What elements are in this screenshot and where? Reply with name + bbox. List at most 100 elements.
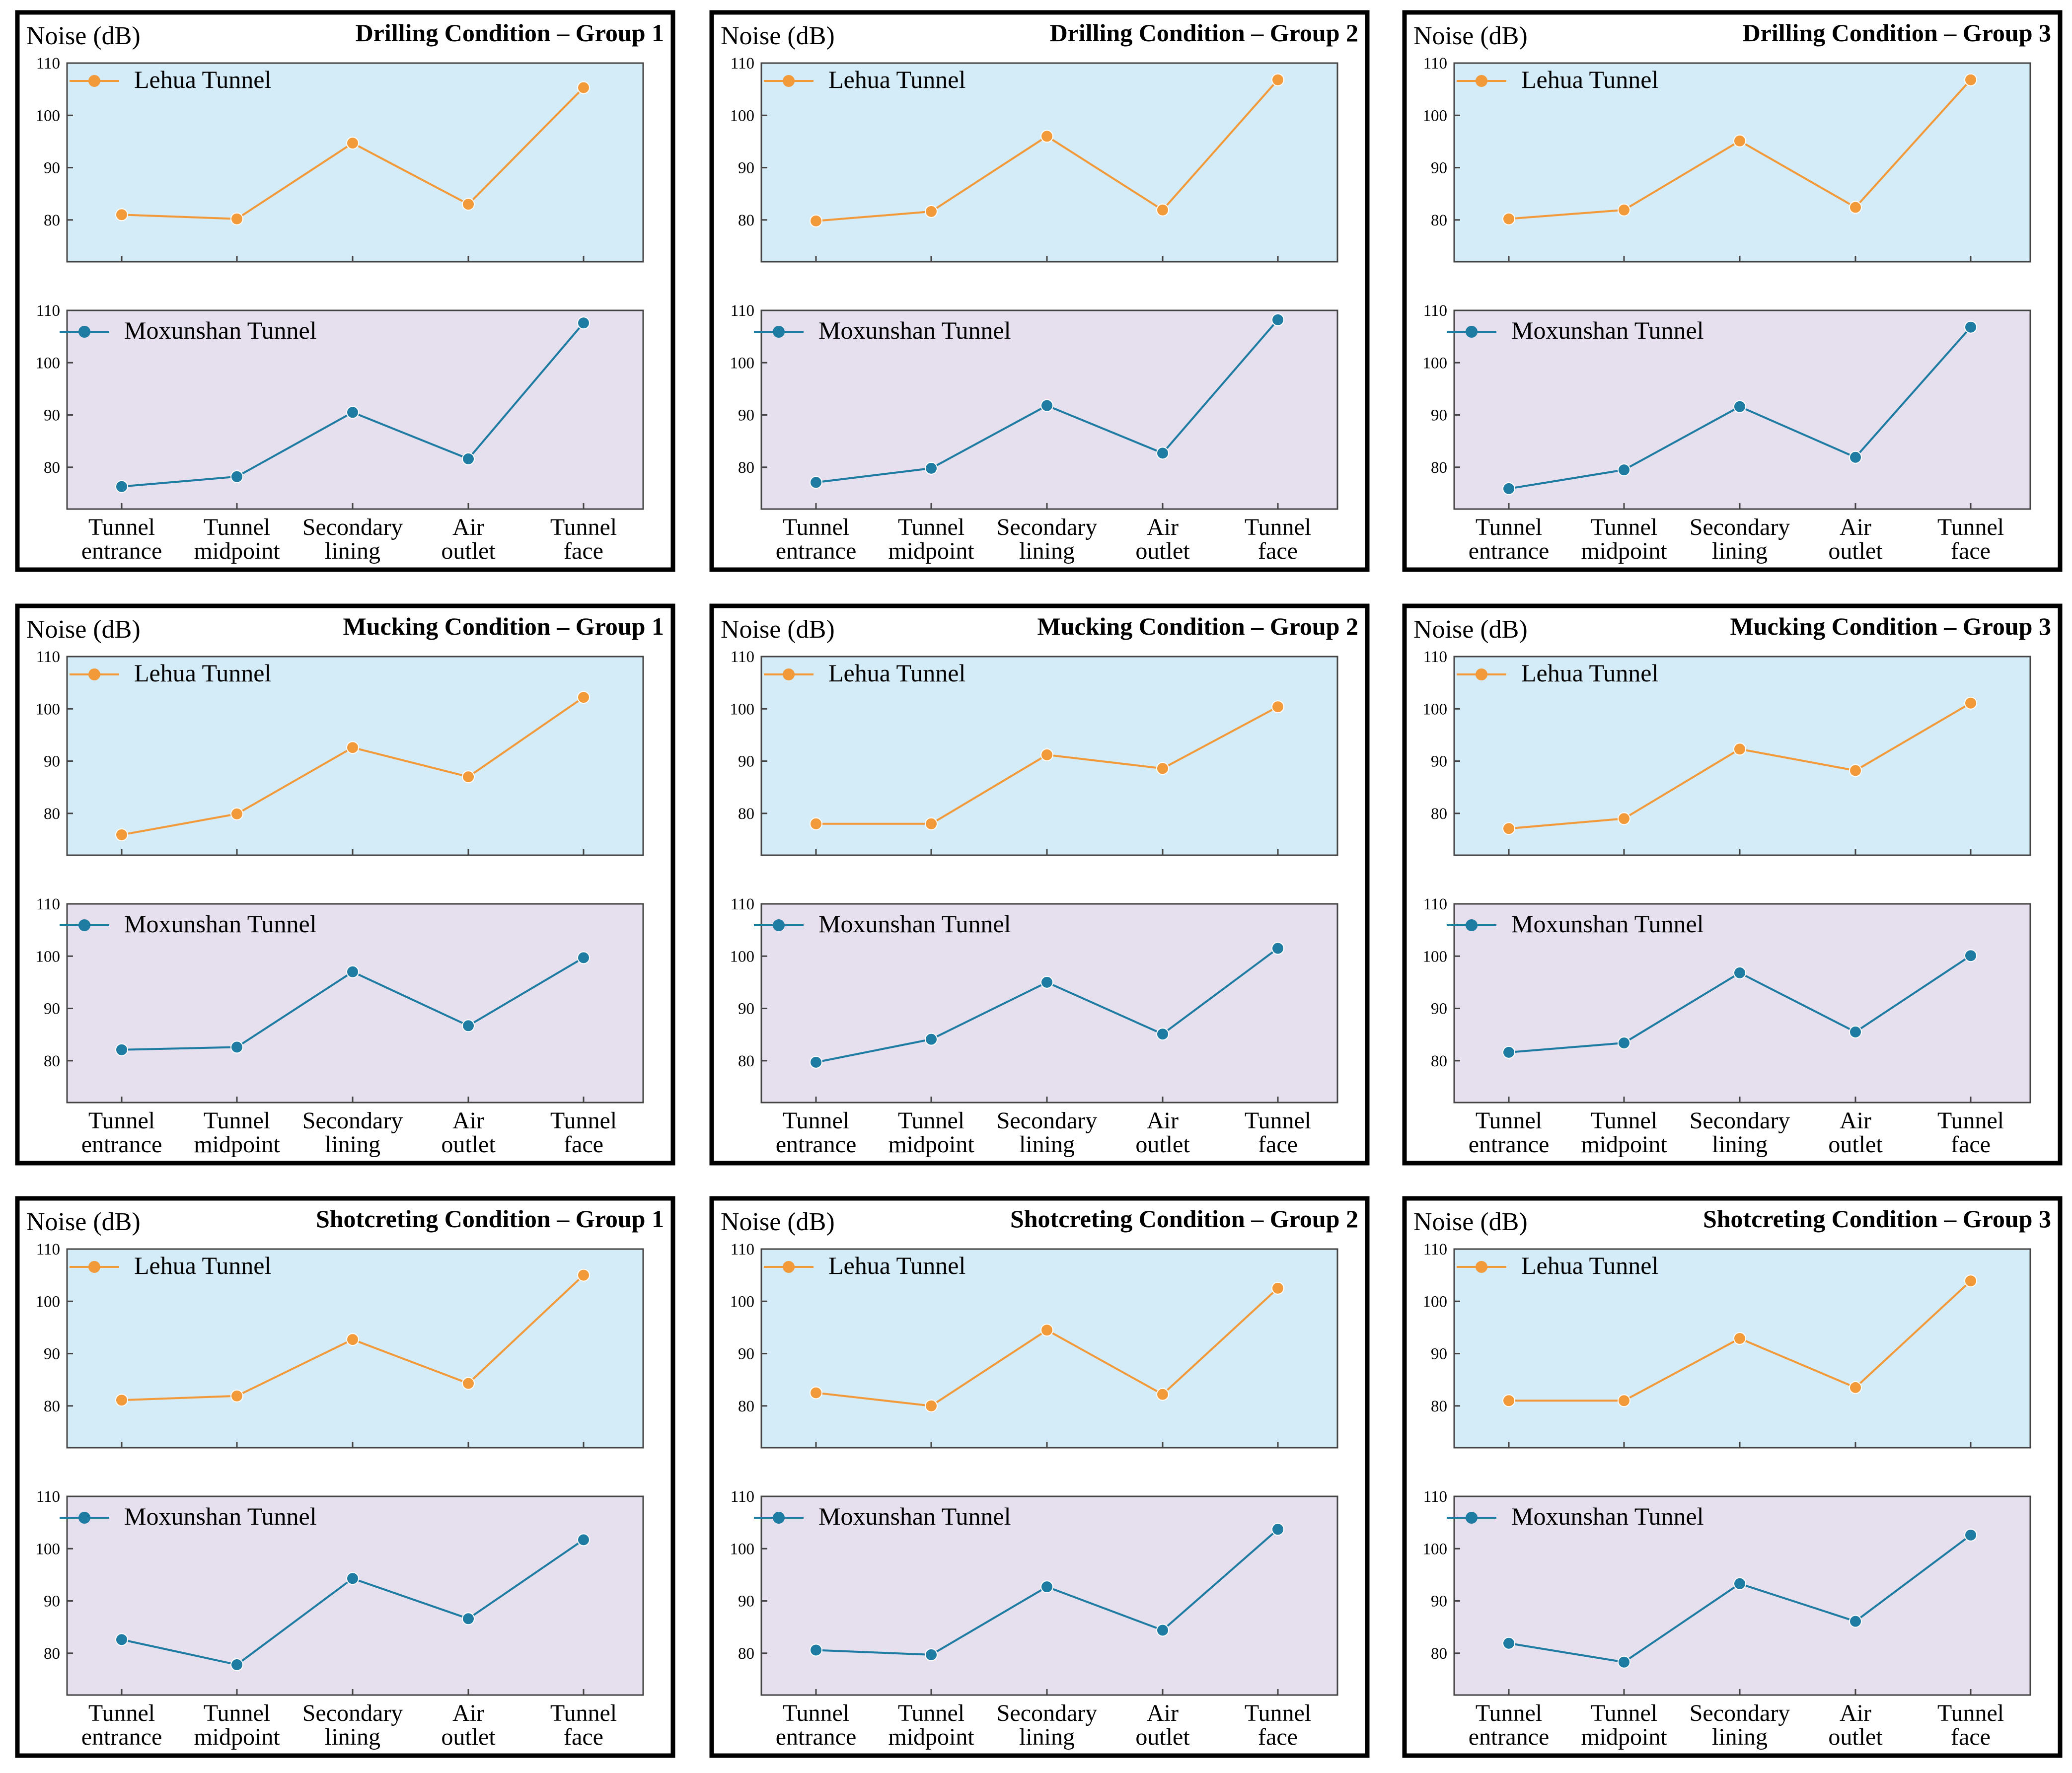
lehua-point [346, 1333, 359, 1346]
y-tick-label: 100 [730, 1540, 755, 1558]
y-tick-label: 110 [1423, 302, 1447, 320]
moxunshan-point [577, 1533, 590, 1547]
lehua-point [1156, 203, 1169, 217]
legend-marker [78, 919, 90, 931]
moxunshan-point [1502, 1045, 1515, 1059]
x-tick-label: face [1258, 538, 1298, 564]
x-tick-label: Tunnel [550, 514, 617, 540]
moxunshan-point [925, 1033, 938, 1046]
legend-marker [78, 326, 90, 338]
x-tick-label: Secondary [302, 1108, 403, 1134]
subplot-area [1453, 1495, 2031, 1696]
lehua-point [577, 691, 590, 704]
x-tick-label: Tunnel [1937, 1700, 2004, 1726]
legend-label: Lehua Tunnel [828, 1252, 965, 1279]
chart-panel: Noise (dB) Shotcreting Condition – Group … [1402, 1196, 2063, 1758]
y-tick-label: 80 [44, 459, 60, 477]
y-tick-label: 80 [738, 805, 754, 823]
y-axis-label: Noise (dB) [26, 615, 141, 644]
moxunshan-point [230, 1040, 243, 1054]
y-tick-label: 100 [730, 354, 755, 372]
x-tick-label: outlet [1135, 1131, 1190, 1158]
y-tick-label: 100 [36, 354, 61, 372]
y-tick-label: 90 [738, 753, 754, 771]
lehua-point [230, 1389, 243, 1403]
x-tick-label: Air [452, 1700, 484, 1726]
x-tick-label: face [1951, 538, 1991, 564]
y-tick-label: 80 [1431, 1398, 1447, 1415]
moxunshan-point [230, 470, 243, 483]
moxunshan-point [1271, 1523, 1284, 1536]
legend-marker [783, 75, 795, 87]
y-tick-label: 90 [1431, 753, 1447, 771]
y-tick-label: 110 [1423, 648, 1447, 666]
x-tick-label: midpoint [888, 1131, 974, 1158]
y-tick-label: 110 [731, 302, 754, 320]
legend-marker [88, 668, 100, 680]
lehua-point [230, 212, 243, 225]
x-tick-label: lining [1712, 538, 1768, 564]
x-tick-label: Secondary [1690, 1700, 1790, 1726]
moxunshan-point [1964, 949, 1977, 962]
y-tick-label: 110 [731, 1241, 754, 1258]
x-tick-label: Tunnel [783, 1108, 849, 1134]
subplot-area [760, 1495, 1338, 1696]
lehua-point [810, 817, 822, 830]
x-tick-label: entrance [81, 538, 162, 564]
x-tick-label: Secondary [1690, 1108, 1790, 1134]
y-tick-label: 80 [44, 1052, 60, 1070]
y-tick-label: 90 [1431, 159, 1447, 177]
legend-label: Lehua Tunnel [134, 659, 271, 687]
moxunshan-point [1156, 1028, 1169, 1041]
legend-label: Moxunshan Tunnel [1511, 1502, 1704, 1530]
y-axis-label: Noise (dB) [1413, 1208, 1528, 1236]
lehua-point [1618, 1394, 1630, 1407]
moxunshan-point [925, 461, 938, 475]
lehua-point [1733, 134, 1746, 148]
legend-marker [1476, 1261, 1487, 1273]
lehua-point [1618, 812, 1630, 825]
y-tick-label: 80 [1431, 212, 1447, 229]
x-tick-label: outlet [1828, 538, 1883, 564]
moxunshan-point [1964, 320, 1977, 334]
y-tick-label: 90 [1431, 1345, 1447, 1363]
legend-marker [1466, 1512, 1478, 1524]
y-tick-label: 80 [44, 212, 60, 229]
x-tick-label: Air [1840, 1700, 1871, 1726]
lehua-point [577, 81, 590, 94]
moxunshan-point [1849, 1615, 1862, 1628]
y-tick-label: 110 [1423, 895, 1447, 913]
x-tick-label: midpoint [888, 538, 974, 564]
y-tick-label: 90 [738, 1345, 754, 1363]
y-tick-label: 100 [36, 107, 61, 125]
legend-label: Moxunshan Tunnel [124, 316, 317, 344]
y-tick-label: 100 [36, 948, 61, 965]
y-tick-label: 110 [36, 895, 60, 913]
moxunshan-point [1733, 1577, 1746, 1590]
legend-label: Moxunshan Tunnel [124, 910, 317, 938]
x-tick-label: midpoint [1581, 1131, 1667, 1158]
chart-title: Drilling Condition – Group 1 [356, 19, 664, 47]
y-tick-label: 100 [1423, 1293, 1448, 1311]
x-tick-label: Secondary [302, 514, 403, 540]
y-tick-label: 80 [738, 212, 754, 229]
x-tick-label: midpoint [888, 1724, 974, 1750]
moxunshan-point [1618, 1036, 1630, 1049]
legend-marker [1466, 326, 1478, 338]
lehua-point [1040, 130, 1053, 143]
moxunshan-point [1502, 1636, 1515, 1650]
legend-label: Moxunshan Tunnel [124, 1502, 317, 1530]
y-tick-label: 90 [1431, 407, 1447, 425]
chart-panel: Noise (dB) Mucking Condition – Group 2 80 9… [709, 603, 1370, 1166]
legend-marker [783, 1261, 795, 1273]
chart-title: Mucking Condition – Group 3 [1730, 612, 2051, 640]
y-tick-label: 110 [1423, 1488, 1447, 1506]
x-tick-label: Secondary [302, 1700, 403, 1726]
y-tick-label: 90 [44, 753, 60, 771]
lehua-point [1502, 1394, 1515, 1407]
legend-marker [773, 1512, 785, 1524]
chart-panel: Noise (dB) Drilling Condition – Group 1 80… [15, 10, 675, 572]
y-tick-label: 110 [36, 302, 60, 320]
x-tick-label: Tunnel [783, 1700, 849, 1726]
